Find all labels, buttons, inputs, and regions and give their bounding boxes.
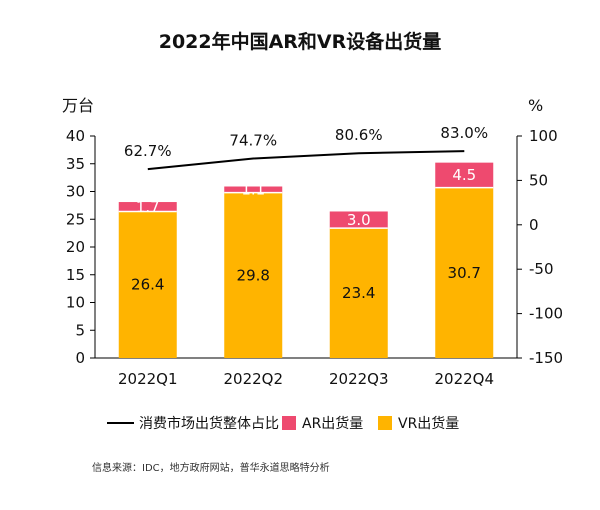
vr-value-label: 26.4 bbox=[131, 276, 164, 294]
left-tick-label: 10 bbox=[66, 294, 85, 312]
right-axis-unit: % bbox=[528, 96, 543, 115]
right-tick-label: 50 bbox=[529, 171, 548, 189]
category-label: 2022Q3 bbox=[329, 370, 389, 388]
category-label: 2022Q4 bbox=[434, 370, 494, 388]
vr-bar bbox=[118, 211, 177, 358]
right-tick-label: 100 bbox=[529, 127, 558, 145]
right-tick-label: 0 bbox=[529, 216, 539, 234]
left-tick-label: 35 bbox=[66, 155, 85, 173]
left-tick-label: 25 bbox=[66, 210, 85, 228]
share-value-label: 74.7% bbox=[229, 131, 277, 149]
left-tick-label: 20 bbox=[66, 238, 85, 256]
legend-swatch-ar bbox=[282, 416, 296, 430]
left-axis-unit: 万台 bbox=[62, 96, 94, 115]
vr-value-label: 29.8 bbox=[237, 266, 270, 284]
ar-bar bbox=[224, 186, 283, 193]
vr-bar bbox=[435, 187, 494, 358]
left-tick-label: 40 bbox=[66, 127, 85, 145]
legend-label-ar: AR出货量 bbox=[302, 415, 363, 432]
ar-bar bbox=[329, 211, 388, 229]
right-tick-label: -50 bbox=[529, 260, 554, 278]
vr-bar bbox=[224, 192, 283, 358]
category-label: 2022Q1 bbox=[118, 370, 178, 388]
left-tick-label: 5 bbox=[75, 321, 85, 339]
left-tick-label: 15 bbox=[66, 266, 85, 284]
share-value-label: 83.0% bbox=[440, 124, 488, 142]
ar-value-label: 4.5 bbox=[452, 166, 476, 184]
ar-value-label: 1.7 bbox=[136, 198, 160, 216]
legend-label-vr: VR出货量 bbox=[398, 415, 459, 432]
left-tick-label: 30 bbox=[66, 183, 85, 201]
share-line bbox=[147, 150, 465, 171]
legend: 消费市场出货整体占比 AR出货量 VR出货量 bbox=[107, 415, 459, 432]
plot-area: 0 5 10 15 20 25 30 35 40 -150 -100 -50 0 50 100 26.4 1.7… bbox=[66, 124, 563, 388]
ar-bar bbox=[118, 202, 177, 212]
source-note: 信息来源：IDC，地方政府网站，普华永道思略特分析 bbox=[92, 461, 330, 474]
ar-value-label: 1.1 bbox=[241, 181, 265, 199]
legend-label-share: 消费市场出货整体占比 bbox=[139, 415, 279, 432]
category-label: 2022Q2 bbox=[223, 370, 283, 388]
left-tick-label: 0 bbox=[75, 349, 85, 367]
share-value-label: 80.6% bbox=[335, 126, 383, 144]
right-tick-label: -150 bbox=[529, 349, 563, 367]
legend-swatch-vr bbox=[378, 416, 392, 430]
right-tick-label: -100 bbox=[529, 305, 563, 323]
vr-value-label: 30.7 bbox=[448, 264, 481, 282]
share-value-label: 62.7% bbox=[124, 142, 172, 160]
ar-value-label: 3.0 bbox=[347, 211, 371, 229]
ar-bar bbox=[435, 162, 494, 188]
vr-value-label: 23.4 bbox=[342, 284, 375, 302]
chart-title: 2022年中国AR和VR设备出货量 bbox=[159, 30, 442, 53]
vr-bar bbox=[329, 228, 388, 358]
